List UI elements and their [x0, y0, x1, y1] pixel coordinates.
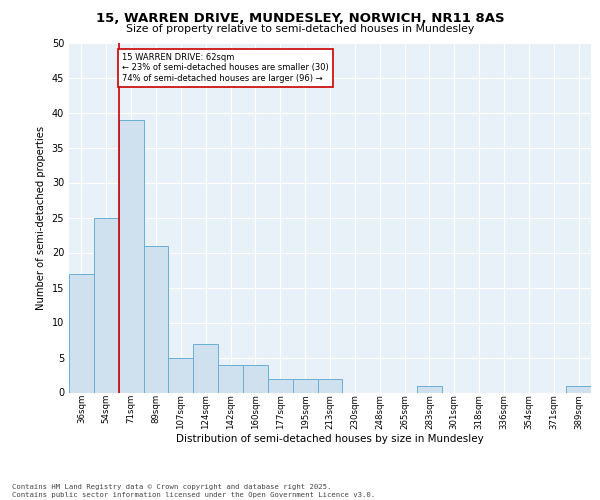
- Bar: [218, 364, 243, 392]
- Bar: [417, 386, 442, 392]
- Bar: [293, 378, 317, 392]
- Text: 15, WARREN DRIVE, MUNDESLEY, NORWICH, NR11 8AS: 15, WARREN DRIVE, MUNDESLEY, NORWICH, NR…: [95, 12, 505, 26]
- Text: 15 WARREN DRIVE: 62sqm
← 23% of semi-detached houses are smaller (30)
74% of sem: 15 WARREN DRIVE: 62sqm ← 23% of semi-det…: [122, 53, 329, 83]
- Bar: [193, 344, 218, 392]
- Bar: [94, 218, 119, 392]
- Bar: [268, 378, 293, 392]
- Bar: [243, 364, 268, 392]
- Bar: [119, 120, 143, 392]
- Bar: [143, 246, 169, 392]
- Bar: [69, 274, 94, 392]
- Text: Contains HM Land Registry data © Crown copyright and database right 2025.
Contai: Contains HM Land Registry data © Crown c…: [12, 484, 375, 498]
- Bar: [566, 386, 591, 392]
- Text: Size of property relative to semi-detached houses in Mundesley: Size of property relative to semi-detach…: [126, 24, 474, 34]
- Y-axis label: Number of semi-detached properties: Number of semi-detached properties: [36, 126, 46, 310]
- Bar: [169, 358, 193, 392]
- X-axis label: Distribution of semi-detached houses by size in Mundesley: Distribution of semi-detached houses by …: [176, 434, 484, 444]
- Bar: [317, 378, 343, 392]
